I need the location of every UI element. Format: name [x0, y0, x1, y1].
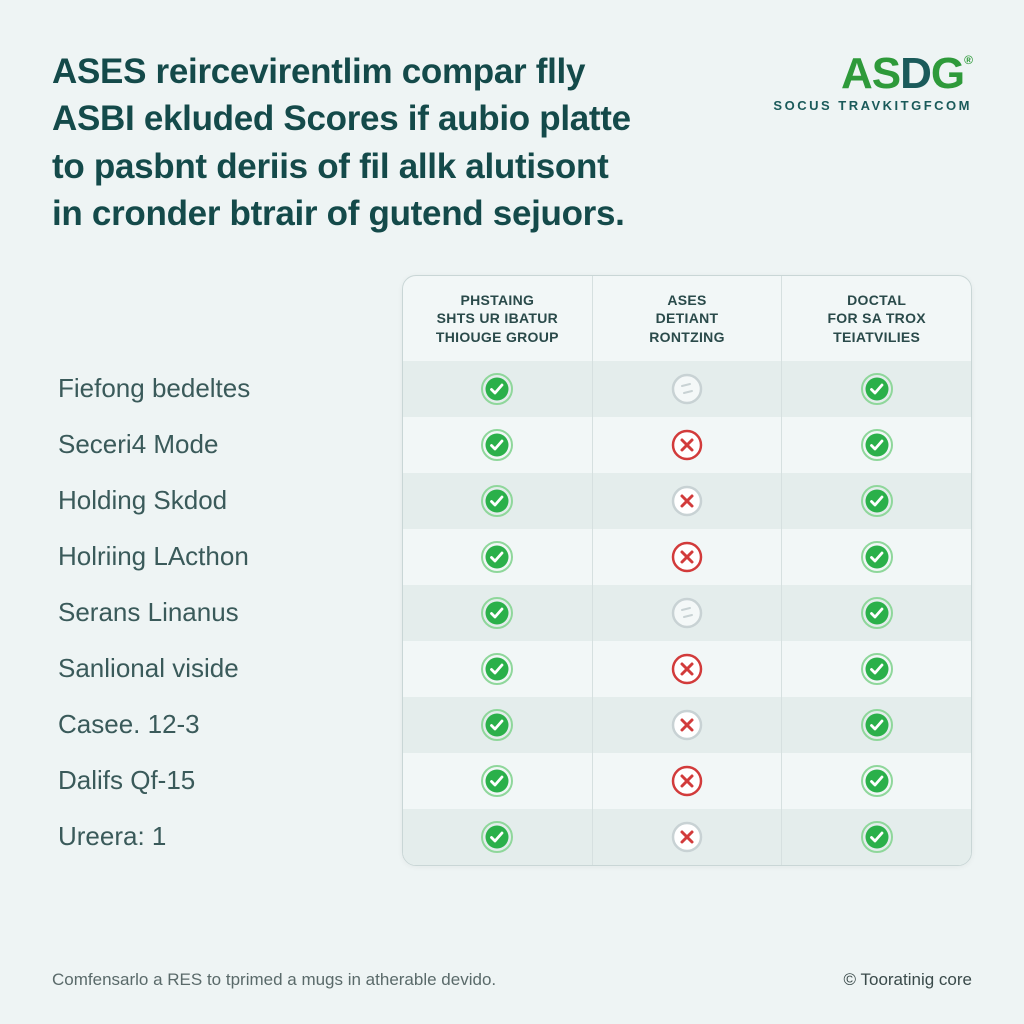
brand-logo: ASDG® SOCUS TRAVKITGFCOM	[773, 48, 972, 113]
check-icon	[480, 372, 514, 406]
check-icon	[480, 428, 514, 462]
table-cell	[403, 809, 593, 865]
check-icon	[860, 540, 894, 574]
table-cell	[403, 585, 593, 641]
table-row	[403, 585, 971, 641]
table-cell	[593, 585, 783, 641]
comparison-table: Fiefong bedeltesSeceri4 ModeHolding Skdo…	[52, 275, 972, 866]
check-icon	[480, 484, 514, 518]
table-cell	[593, 809, 783, 865]
fail-icon	[670, 820, 704, 854]
check-icon	[480, 596, 514, 630]
table-cell	[782, 753, 971, 809]
table-cell	[593, 641, 783, 697]
check-icon	[480, 820, 514, 854]
check-icon	[860, 764, 894, 798]
table-cell	[782, 641, 971, 697]
table-cell	[782, 417, 971, 473]
check-icon	[860, 652, 894, 686]
table-cell	[593, 697, 783, 753]
row-label: Holding Skdod	[52, 472, 402, 528]
table-cell	[782, 473, 971, 529]
check-icon	[860, 596, 894, 630]
fail-icon	[670, 484, 704, 518]
fail-icon	[670, 652, 704, 686]
table-row	[403, 473, 971, 529]
table-row	[403, 361, 971, 417]
table-cell	[403, 473, 593, 529]
table-cell	[782, 585, 971, 641]
table-cell	[403, 529, 593, 585]
neutral-icon	[670, 596, 704, 630]
fail-icon	[670, 540, 704, 574]
check-icon	[860, 708, 894, 742]
row-label: Dalifs Qf-15	[52, 752, 402, 808]
check-icon	[860, 484, 894, 518]
row-label: Fiefong bedeltes	[52, 360, 402, 416]
table-cell	[782, 809, 971, 865]
check-icon	[480, 540, 514, 574]
table-cell	[593, 473, 783, 529]
footer-note: Comfensarlo a RES to tprimed a mugs in a…	[52, 970, 496, 990]
fail-icon	[670, 428, 704, 462]
headline: ASES reircevirentlim compar flly ASBI ek…	[52, 48, 631, 237]
footer-credit: © Tooratinig core	[844, 970, 972, 990]
check-icon	[480, 764, 514, 798]
table-row	[403, 697, 971, 753]
fail-icon	[670, 764, 704, 798]
table-cell	[403, 753, 593, 809]
column-header: PHSTAINGSHTS UR IBATURTHIOUGE GROUP	[403, 276, 593, 361]
check-icon	[480, 652, 514, 686]
table-cell	[782, 361, 971, 417]
fail-icon	[670, 708, 704, 742]
table-cell	[403, 697, 593, 753]
row-label: Serans Linanus	[52, 584, 402, 640]
check-icon	[860, 428, 894, 462]
row-label: Casee. 12-3	[52, 696, 402, 752]
row-label: Sanlional viside	[52, 640, 402, 696]
row-label: Seceri4 Mode	[52, 416, 402, 472]
column-header: ASESDETIANTRONTZING	[593, 276, 783, 361]
row-label: Holriing LActhon	[52, 528, 402, 584]
table-cell	[782, 697, 971, 753]
column-header: DOCTALFOR SA TROXTEIATVILIES	[782, 276, 971, 361]
table-cell	[403, 417, 593, 473]
check-icon	[860, 372, 894, 406]
check-icon	[860, 820, 894, 854]
table-cell	[403, 641, 593, 697]
table-cell	[403, 361, 593, 417]
table-row	[403, 753, 971, 809]
row-label: Ureera: 1	[52, 808, 402, 864]
table-row	[403, 417, 971, 473]
table-row	[403, 809, 971, 865]
check-icon	[480, 708, 514, 742]
table-cell	[593, 753, 783, 809]
table-cell	[593, 417, 783, 473]
table-row	[403, 641, 971, 697]
table-cell	[782, 529, 971, 585]
neutral-icon	[670, 372, 704, 406]
table-row	[403, 529, 971, 585]
table-cell	[593, 361, 783, 417]
table-cell	[593, 529, 783, 585]
